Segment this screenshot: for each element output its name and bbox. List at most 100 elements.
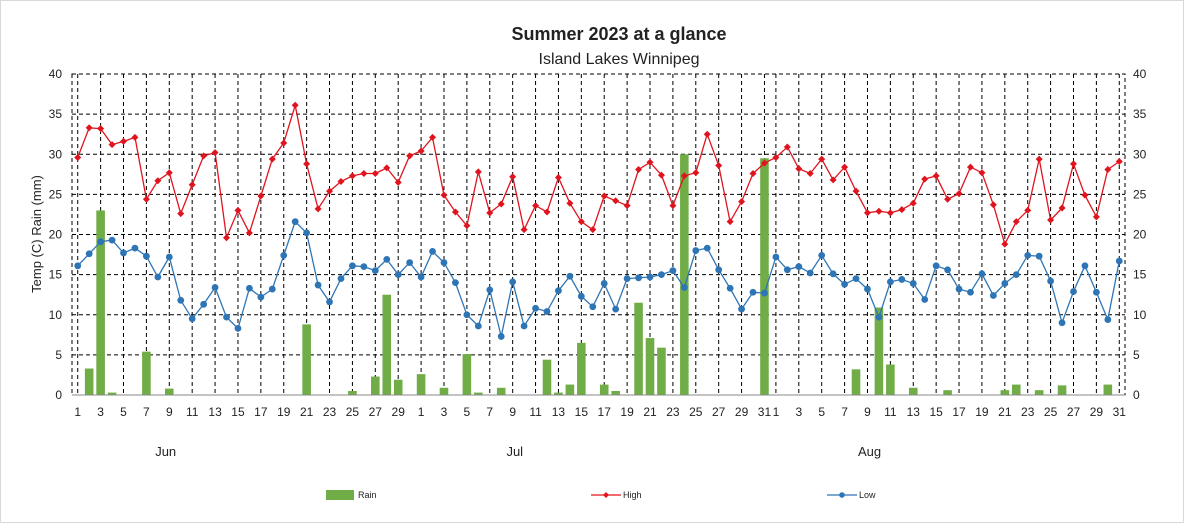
x-tick-label: 23: [666, 405, 680, 419]
low-line: [77, 220, 1120, 337]
x-tick-label: 29: [392, 405, 406, 419]
rain-bar: [874, 307, 884, 395]
rain-bar: [496, 387, 506, 395]
high-point: [1024, 206, 1032, 214]
x-tick-label: 21: [643, 405, 657, 419]
low-point: [600, 280, 608, 287]
low-point: [280, 251, 288, 259]
rain-bar: [1011, 384, 1021, 395]
high-point: [566, 199, 574, 207]
rain-bar: [416, 374, 426, 395]
low-point: [303, 229, 311, 237]
high-point: [692, 169, 700, 177]
low-point: [1024, 251, 1032, 259]
high-point: [142, 195, 150, 203]
high-point: [360, 170, 368, 178]
y-tick-label-right: 30: [1133, 147, 1147, 161]
y-tick-label-right: 35: [1133, 107, 1147, 121]
low-point: [692, 247, 700, 254]
low-point: [806, 269, 814, 277]
y-tick-label-left: 25: [49, 187, 63, 201]
low-point: [349, 262, 356, 270]
high-point: [783, 143, 791, 151]
low-point: [97, 238, 105, 246]
rain-bar: [886, 364, 895, 395]
low-point: [944, 266, 951, 274]
x-tick-label: 11: [884, 405, 897, 419]
low-point: [669, 267, 677, 275]
x-tick-label: 5: [818, 405, 825, 419]
high-point: [1081, 191, 1089, 199]
low-point: [989, 292, 997, 299]
legend-marker-low: [839, 492, 845, 498]
high-point: [1092, 213, 1100, 221]
x-tick-label: 21: [300, 405, 314, 419]
low-point: [211, 284, 219, 291]
high-point: [886, 209, 894, 217]
high-point: [154, 177, 162, 185]
high-point: [337, 178, 345, 186]
high-point: [463, 222, 471, 230]
low-point: [898, 276, 906, 283]
low-point: [246, 284, 253, 292]
high-point: [451, 208, 459, 216]
high-point: [131, 133, 139, 141]
low-point: [1001, 280, 1009, 287]
low-point: [978, 270, 986, 278]
y-tick-label-left: 40: [49, 67, 63, 81]
low-point: [875, 313, 883, 321]
low-point: [772, 253, 780, 261]
rain-bar: [462, 354, 472, 395]
legend-marker-high: [603, 492, 609, 498]
high-point: [291, 101, 299, 109]
low-point: [131, 244, 139, 252]
high-point: [577, 218, 585, 226]
low-point: [566, 272, 574, 280]
low-point: [326, 298, 333, 306]
low-point: [452, 279, 459, 287]
rain-bar: [554, 392, 563, 395]
high-point: [612, 197, 620, 205]
high-point: [841, 163, 849, 171]
low-point: [1012, 271, 1020, 279]
x-tick-label: 11: [186, 405, 199, 419]
low-point: [635, 274, 642, 282]
high-point: [715, 161, 723, 169]
rain-bar: [908, 387, 918, 395]
low-point: [120, 249, 127, 257]
rain-bars: [84, 154, 1113, 395]
high-point: [909, 199, 917, 207]
x-tick-label: 7: [841, 405, 848, 419]
x-tick-label: 25: [1044, 405, 1058, 419]
rain-bar: [1057, 385, 1067, 395]
high-point: [257, 192, 265, 200]
high-point: [1047, 216, 1055, 224]
y-tick-label-left: 20: [49, 228, 63, 242]
high-point: [818, 155, 826, 163]
y-tick-label-left: 15: [49, 268, 63, 282]
rain-bar: [1034, 390, 1044, 395]
rain-bar: [851, 369, 861, 395]
low-point: [74, 262, 82, 270]
low-point: [703, 244, 711, 252]
high-point: [429, 133, 437, 141]
low-point: [726, 284, 734, 292]
high-point: [1012, 218, 1020, 226]
y-tick-label-left: 10: [49, 308, 63, 322]
y-tick-label-right: 10: [1133, 308, 1147, 322]
x-tick-label: 3: [441, 405, 448, 419]
low-point: [291, 218, 299, 226]
y-tick-label-right: 15: [1133, 268, 1147, 282]
x-tick-label: 3: [97, 405, 104, 419]
rain-bar: [393, 379, 403, 395]
high-point: [348, 172, 356, 180]
month-label: Aug: [858, 444, 881, 459]
high-point: [852, 187, 860, 195]
month-label: Jun: [155, 444, 176, 459]
x-tick-label: 29: [735, 405, 749, 419]
high-point: [497, 200, 505, 208]
low-point: [829, 270, 837, 278]
y-tick-label-right: 20: [1133, 228, 1147, 242]
high-point: [989, 201, 997, 209]
